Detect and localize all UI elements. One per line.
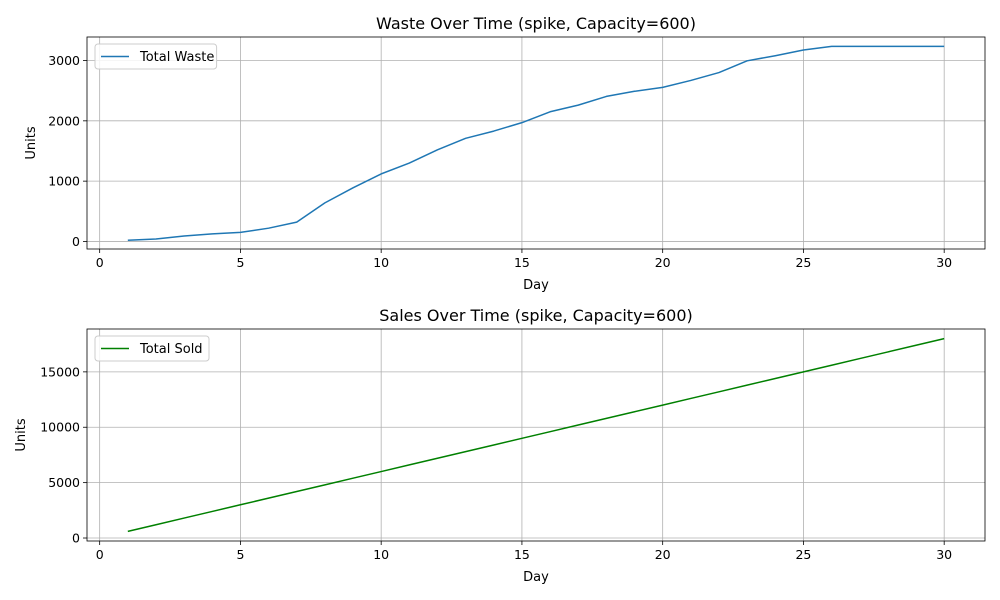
x-axis-label: Day (523, 570, 549, 585)
x-tick-label: 10 (373, 255, 389, 270)
legend: Total Waste (94, 43, 218, 70)
chart-title: Waste Over Time (spike, Capacity=600) (376, 14, 696, 33)
x-axis-label: Day (523, 278, 549, 293)
y-tick-label: 2000 (48, 113, 80, 128)
legend: Total Sold (94, 335, 210, 362)
x-tick-label: 15 (514, 255, 530, 270)
y-tick-label: 5000 (48, 475, 80, 490)
legend-label: Total Sold (139, 342, 203, 357)
axes-frame (86, 328, 986, 542)
legend-box (94, 335, 210, 362)
y-tick-label: 1000 (48, 174, 80, 189)
x-tick-label: 25 (795, 547, 811, 562)
y-tick-label: 10000 (40, 420, 80, 435)
legend-label: Total Waste (139, 50, 214, 65)
x-tick-label: 10 (373, 547, 389, 562)
chart-panel-1: Waste Over Time (spike, Capacity=600) 0 5 1… (24, 14, 986, 293)
x-tick-label: 25 (795, 255, 811, 270)
axes-frame (86, 36, 986, 250)
series-line-1 (127, 337, 945, 533)
y-axis-label: Units (24, 126, 39, 159)
legend-box (94, 43, 218, 70)
y-tick-label: 3000 (48, 53, 80, 68)
x-tick-label: 5 (236, 255, 244, 270)
x-tick-label: 20 (655, 255, 671, 270)
x-tick-label: 15 (514, 547, 530, 562)
y-tick-label: 15000 (40, 364, 80, 379)
y-axis-label: Units (14, 418, 29, 451)
y-tick-label: 0 (72, 531, 80, 546)
x-tick-label: 5 (236, 547, 244, 562)
x-tick-label: 0 (96, 547, 104, 562)
x-tick-label: 30 (936, 547, 952, 562)
series-line-1 (127, 45, 945, 241)
chart-title: Sales Over Time (spike, Capacity=600) (379, 306, 692, 325)
x-tick-label: 0 (96, 255, 104, 270)
x-tick-label: 20 (655, 547, 671, 562)
x-tick-label: 30 (936, 255, 952, 270)
chart-panel-2: Sales Over Time (spike, Capacity=600) 0 5 1… (14, 306, 986, 585)
y-tick-label: 0 (72, 234, 80, 249)
